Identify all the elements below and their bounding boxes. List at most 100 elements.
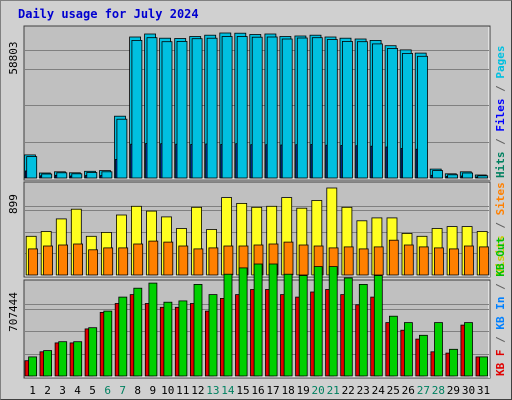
x-tick-label: 23	[357, 384, 370, 397]
bar-kb-out-day-28	[434, 322, 443, 377]
legend-separator: /	[494, 79, 507, 99]
bar-kb-out-day-8	[133, 287, 143, 377]
bar-sites-day-27	[418, 246, 429, 276]
x-tick-label: 27	[417, 384, 430, 397]
bar-pages-day-25	[387, 48, 398, 179]
x-tick-label: 8	[134, 384, 141, 397]
bar-pages-day-18	[281, 38, 293, 179]
bar-sites-day-29	[448, 248, 459, 276]
x-tick-label: 5	[89, 384, 96, 397]
x-tick-label: 16	[251, 384, 264, 397]
bar-pages-day-7	[116, 118, 128, 179]
bar-sites-day-5	[88, 249, 98, 276]
x-tick-label: 25	[387, 384, 400, 397]
bar-kb-out-day-15	[238, 267, 248, 377]
bar-sites-day-4	[73, 243, 83, 276]
bar-pages-day-22	[341, 41, 353, 179]
bar-pages-day-20	[311, 37, 323, 179]
bar-pages-day-26	[402, 53, 413, 179]
legend-visits-sites: Visits / Sites	[494, 182, 507, 275]
bar-sites-day-14	[223, 245, 234, 276]
bar-kb-out-day-2	[43, 350, 52, 377]
x-tick-label: 22	[342, 384, 355, 397]
x-tick-label: 28	[432, 384, 445, 397]
bar-pages-day-4	[71, 173, 83, 179]
bar-sites-day-28	[433, 247, 444, 276]
x-tick-label: 15	[236, 384, 249, 397]
bar-pages-day-23	[356, 41, 368, 179]
bar-kb-out-day-1	[28, 356, 38, 377]
x-tick-label: 31	[477, 384, 490, 397]
bar-pages-day-16	[251, 36, 263, 179]
bar-sites-day-7	[118, 247, 129, 276]
bar-pages-day-21	[326, 39, 338, 179]
bar-kb-out-day-31	[479, 356, 489, 377]
legend-separator: /	[494, 330, 507, 350]
bar-pages-day-14	[221, 36, 233, 179]
bar-pages-day-19	[296, 37, 308, 179]
bar-pages-day-1	[26, 156, 38, 179]
bar-kb-out-day-30	[464, 322, 473, 377]
bar-sites-day-10	[163, 241, 174, 276]
x-tick-label: 9	[149, 384, 156, 397]
legend-separator: /	[494, 277, 507, 297]
bar-sites-day-22	[343, 246, 354, 276]
bar-sites-day-25	[388, 239, 399, 276]
x-tick-label: 4	[74, 384, 81, 397]
x-tick-label: 24	[372, 384, 386, 397]
bar-kb-out-day-5	[88, 327, 98, 377]
bar-pages-day-29	[447, 174, 459, 179]
x-tick-label: 14	[221, 384, 235, 397]
bar-kb-out-day-16	[253, 263, 263, 377]
chart-title: Daily usage for July 2024	[18, 7, 199, 21]
legend-entry: KB F	[494, 350, 507, 377]
x-tick-label: 7	[119, 384, 126, 397]
bar-pages-day-24	[371, 43, 383, 179]
y-max-label: 58803	[7, 41, 20, 74]
bar-kb-out-day-20	[313, 266, 323, 377]
x-tick-label: 17	[266, 384, 279, 397]
bar-sites-day-23	[358, 248, 369, 276]
bar-kb-out-day-18	[283, 273, 293, 377]
x-tick-label: 11	[176, 384, 189, 397]
bar-pages-day-2	[41, 173, 53, 179]
bar-sites-day-24	[373, 246, 384, 276]
bar-kb-out-day-12	[193, 283, 203, 377]
bar-pages-day-28	[432, 170, 444, 179]
bar-kb-out-day-25	[388, 315, 398, 377]
bar-sites-day-12	[193, 248, 204, 276]
x-tick-label: 2	[44, 384, 51, 397]
bar-sites-day-26	[403, 244, 414, 276]
bar-sites-day-6	[103, 247, 114, 276]
bar-sites-day-9	[148, 240, 159, 276]
bar-pages-day-6	[101, 171, 113, 179]
x-tick-label: 10	[161, 384, 174, 397]
bar-pages-day-3	[56, 172, 68, 179]
y-max-label: 899	[7, 194, 20, 214]
bar-kb-out-day-14	[223, 273, 233, 377]
bar-kb-out-day-10	[163, 301, 173, 377]
bar-sites-day-8	[133, 243, 144, 276]
legend-separator: /	[494, 215, 507, 235]
bar-kb-out-day-17	[268, 263, 278, 377]
legend-separator: /	[494, 132, 507, 152]
x-tick-label: 29	[447, 384, 460, 397]
bar-kb-out-day-13	[208, 294, 218, 377]
bar-kb-out-day-21	[328, 266, 338, 377]
bar-sites-day-13	[208, 247, 219, 276]
bar-pages-day-31	[477, 175, 489, 179]
bar-pages-day-12	[191, 38, 203, 179]
x-tick-label: 1	[29, 384, 36, 397]
x-tick-label: 13	[206, 384, 219, 397]
x-tick-label: 12	[191, 384, 204, 397]
bar-pages-day-11	[176, 41, 188, 179]
legend-entry: Files	[494, 99, 507, 132]
bar-sites-day-18	[283, 241, 294, 276]
bar-sites-day-30	[463, 245, 474, 276]
bar-sites-day-19	[298, 244, 309, 276]
x-tick-label: 18	[281, 384, 294, 397]
bar-kb-out-day-7	[118, 296, 128, 377]
legend-entry: Pages	[494, 46, 507, 79]
bar-kb-out-day-11	[178, 300, 188, 377]
